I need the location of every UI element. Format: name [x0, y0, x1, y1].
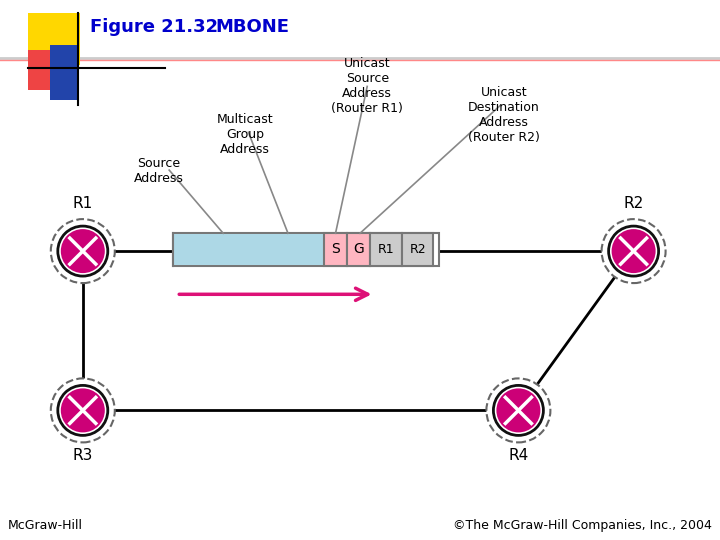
Text: Unicast
Destination
Address
(Router R2): Unicast Destination Address (Router R2): [468, 86, 540, 144]
Circle shape: [602, 219, 665, 283]
Text: MBONE: MBONE: [215, 18, 289, 36]
Bar: [173, 233, 439, 266]
Bar: [50, 45, 78, 100]
Circle shape: [60, 229, 105, 273]
Text: R2: R2: [409, 243, 426, 256]
Text: ©The McGraw-Hill Companies, Inc., 2004: ©The McGraw-Hill Companies, Inc., 2004: [453, 519, 712, 532]
Circle shape: [51, 379, 114, 442]
Bar: [347, 233, 370, 266]
Bar: [28, 13, 80, 65]
Text: R1: R1: [377, 243, 395, 256]
Text: S: S: [331, 242, 340, 256]
Bar: [370, 233, 402, 266]
Text: Unicast
Source
Address
(Router R1): Unicast Source Address (Router R1): [331, 57, 403, 114]
Circle shape: [60, 388, 105, 433]
Bar: [174, 234, 324, 265]
Circle shape: [611, 229, 656, 273]
Text: R3: R3: [73, 448, 93, 463]
Text: Source
Address: Source Address: [133, 157, 184, 185]
Text: R2: R2: [624, 196, 644, 211]
Text: Figure 21.32: Figure 21.32: [90, 18, 218, 36]
Bar: [28, 50, 64, 90]
Circle shape: [51, 219, 114, 283]
Bar: [324, 233, 347, 266]
Circle shape: [487, 379, 550, 442]
Text: G: G: [354, 242, 364, 256]
Bar: [402, 233, 433, 266]
Circle shape: [496, 388, 541, 433]
Text: R4: R4: [508, 448, 528, 463]
Text: R1: R1: [73, 196, 93, 211]
Text: Multicast
Group
Address: Multicast Group Address: [217, 113, 273, 157]
Text: McGraw-Hill: McGraw-Hill: [8, 519, 83, 532]
